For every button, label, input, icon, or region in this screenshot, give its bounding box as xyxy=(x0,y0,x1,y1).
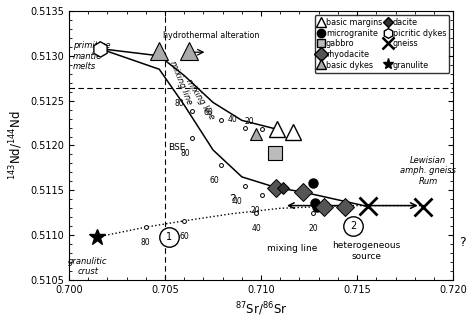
Text: 80: 80 xyxy=(181,149,190,158)
Text: 60: 60 xyxy=(209,176,219,185)
Text: heterogeneous
source: heterogeneous source xyxy=(333,241,401,261)
Text: 40: 40 xyxy=(233,197,243,206)
Text: hydrothermal alteration: hydrothermal alteration xyxy=(163,31,259,40)
Text: mixing line: mixing line xyxy=(167,59,193,106)
Text: granulitic
crust: granulitic crust xyxy=(68,257,108,276)
Text: primitive
mantle
melts: primitive mantle melts xyxy=(73,42,110,71)
Text: BSE: BSE xyxy=(168,143,185,152)
Text: 20: 20 xyxy=(308,224,318,232)
Text: 60: 60 xyxy=(179,232,189,240)
Legend: basic margins, microgranite, gabbro, rhyodacite, basic dykes, dacite, picritic d: basic margins, microgranite, gabbro, rhy… xyxy=(315,15,449,73)
Text: 40: 40 xyxy=(251,224,261,232)
X-axis label: $^{87}$Sr/$^{86}$Sr: $^{87}$Sr/$^{86}$Sr xyxy=(235,300,287,318)
Text: 80: 80 xyxy=(141,238,151,247)
Text: 20: 20 xyxy=(250,206,260,214)
Text: Lewisian
amph. gneiss
Rum: Lewisian amph. gneiss Rum xyxy=(400,156,456,186)
Text: 20: 20 xyxy=(245,117,255,126)
Text: 80: 80 xyxy=(174,99,184,108)
Text: 60: 60 xyxy=(203,108,213,117)
Text: 1: 1 xyxy=(166,232,172,242)
Text: 2: 2 xyxy=(350,221,356,231)
Text: ?: ? xyxy=(459,236,466,249)
Y-axis label: $^{143}$Nd/$^{144}$Nd: $^{143}$Nd/$^{144}$Nd xyxy=(7,111,25,180)
Text: 40: 40 xyxy=(228,115,237,124)
Text: mixing line: mixing line xyxy=(183,77,216,121)
Text: ?: ? xyxy=(229,193,236,206)
Text: mixing line: mixing line xyxy=(267,244,317,253)
